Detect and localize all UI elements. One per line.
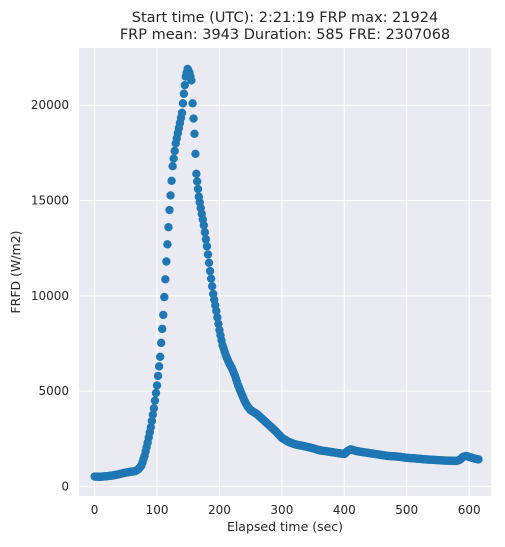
data-point-77 [164,223,173,232]
x-tick-label-5: 500 [395,503,418,517]
y-tick-label-1: 5000 [38,384,69,398]
y-tick-label-3: 15000 [31,194,69,208]
data-point-65 [151,388,161,398]
x-tick-label-2: 200 [208,503,231,517]
x-tick-label-6: 600 [458,503,481,517]
y-tick-label-4: 20000 [31,98,69,112]
y-tick-labels: 0 5000 10000 15000 20000 [31,98,69,493]
data-point-69 [155,352,165,362]
y-tick-label-0: 0 [61,479,69,493]
y-axis-label: FRFD (W/m2) [8,230,23,313]
data-point-104 [191,149,200,158]
data-point-64 [150,396,160,405]
data-point-101 [188,99,197,108]
data-point-127 [214,319,223,328]
data-point-62 [148,410,158,419]
data-point-119 [205,266,215,276]
x-tick-label-3: 300 [270,503,293,517]
data-point-90 [177,108,187,118]
x-tick-label-4: 400 [333,503,356,517]
data-point-72 [159,310,168,320]
data-point-408 [474,455,483,464]
data-point-82 [169,154,178,163]
data-point-73 [160,292,169,302]
data-point-93 [180,80,190,90]
data-point-70 [156,338,166,348]
data-point-100 [187,76,196,85]
data-point-115 [201,235,211,244]
data-point-92 [179,89,189,98]
x-tick-label-1: 100 [146,503,169,517]
data-point-117 [203,250,213,259]
data-point-80 [167,176,176,186]
data-point-114 [200,228,210,237]
plot-area [79,48,491,496]
data-point-63 [149,404,159,413]
data-point-120 [206,274,216,283]
data-point-71 [158,324,167,334]
gridlines [79,48,491,496]
data-point-103 [190,129,199,138]
data-point-68 [154,362,164,371]
chart-title-line-2: FRP mean: 3943 Duration: 585 FRE: 230706… [120,27,450,43]
x-tick-labels: 0 100 200 300 400 500 600 [91,503,481,517]
data-point-118 [204,258,214,267]
x-axis-label: Elapsed time (sec) [227,519,343,534]
data-points [90,64,483,481]
data-point-126 [213,313,222,322]
data-point-113 [199,221,209,230]
data-point-106 [192,177,202,186]
data-point-91 [178,99,188,108]
data-point-78 [165,205,174,215]
data-point-76 [163,240,172,249]
data-point-66 [152,381,162,390]
data-point-105 [192,169,201,179]
data-point-81 [168,162,177,171]
data-point-74 [161,275,170,284]
data-point-102 [189,114,198,123]
data-point-60 [146,423,155,432]
y-tick-label-2: 10000 [31,289,69,303]
data-point-67 [153,371,163,381]
data-point-75 [162,257,171,266]
data-point-107 [193,184,203,194]
data-point-116 [202,242,212,251]
data-point-121 [207,282,217,291]
data-point-61 [147,416,157,426]
chart-title-line-1: Start time (UTC): 2:21:19 FRP max: 21924 [132,10,438,26]
data-point-83 [170,146,179,156]
data-point-125 [212,306,221,316]
data-point-79 [166,191,175,200]
x-tick-label-0: 0 [91,503,99,517]
